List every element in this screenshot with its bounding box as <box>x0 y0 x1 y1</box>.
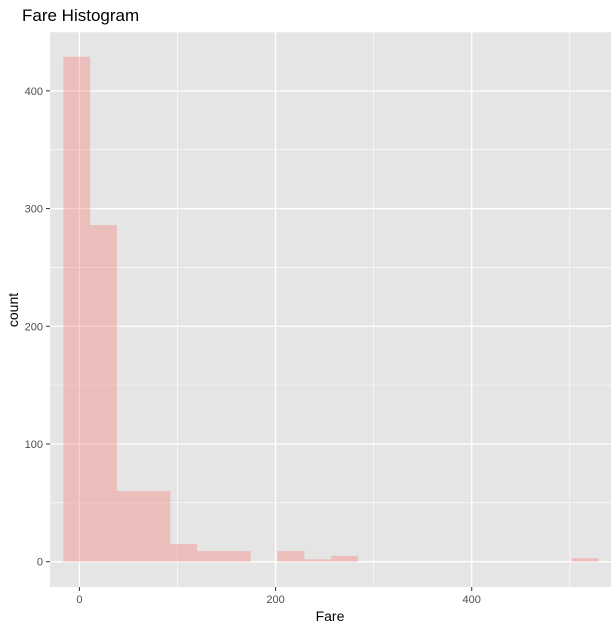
histogram-bar <box>304 559 332 562</box>
chart-title: Fare Histogram <box>22 6 139 25</box>
histogram-bar <box>143 491 171 562</box>
y-tick-label: 100 <box>25 439 43 451</box>
histogram-bar <box>197 551 224 562</box>
y-tick-label: 400 <box>25 86 43 98</box>
histogram-bar <box>277 551 305 562</box>
histogram-bar <box>90 225 117 562</box>
histogram-bars <box>63 56 599 562</box>
x-tick-label: 200 <box>266 594 284 606</box>
y-axis-ticks: 0 100 200 300 400 <box>25 86 50 569</box>
x-axis-label: Fare <box>316 608 345 624</box>
y-tick-label: 300 <box>25 204 43 216</box>
y-tick-label: 0 <box>37 557 43 569</box>
histogram-bar <box>63 56 91 562</box>
x-axis-ticks: 0 200 400 <box>76 587 481 606</box>
plot-panel <box>50 32 611 587</box>
histogram-bar <box>331 555 358 562</box>
histogram-bar <box>572 558 599 562</box>
histogram-bar <box>116 491 144 562</box>
x-tick-label: 0 <box>76 594 82 606</box>
histogram-bar <box>170 544 198 562</box>
y-axis-label: count <box>5 293 21 327</box>
grid-lines <box>50 31 611 587</box>
x-tick-label: 400 <box>463 594 481 606</box>
y-tick-label: 200 <box>25 321 43 333</box>
histogram-bar <box>223 551 251 562</box>
